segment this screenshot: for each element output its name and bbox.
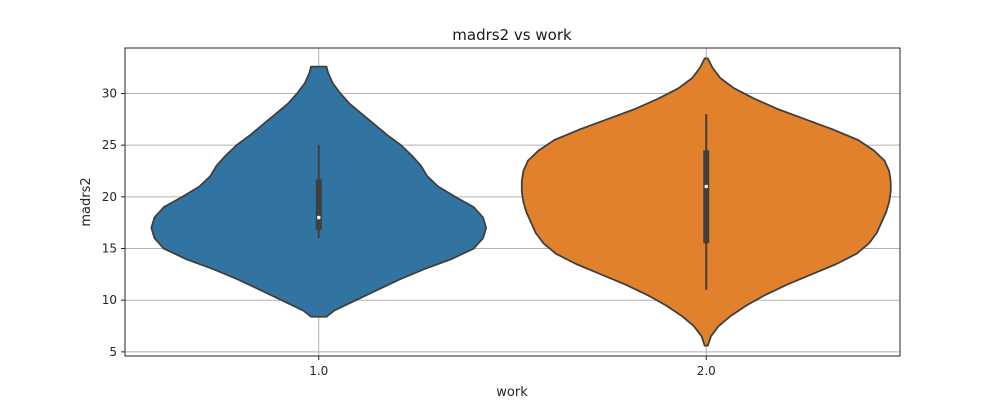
y-tick-label: 25 bbox=[102, 138, 117, 152]
violins bbox=[150, 57, 892, 347]
y-tick-label: 30 bbox=[102, 86, 117, 100]
y-tick-label: 5 bbox=[109, 345, 117, 359]
y-tick-label: 10 bbox=[102, 293, 117, 307]
violin-iqr-box bbox=[315, 179, 322, 230]
y-axis-label: madrs2 bbox=[79, 177, 94, 226]
y-tick-label: 20 bbox=[102, 190, 117, 204]
violin-median-marker bbox=[316, 215, 321, 220]
chart-title: madrs2 vs work bbox=[452, 26, 572, 44]
violin-median-marker bbox=[704, 184, 709, 189]
y-tick-label: 15 bbox=[102, 242, 117, 256]
x-tick-label: 1.0 bbox=[309, 364, 328, 378]
x-axis-label: work bbox=[496, 385, 528, 400]
violin-iqr-box bbox=[703, 150, 710, 244]
x-tick-label: 2.0 bbox=[697, 364, 716, 378]
plot-frame bbox=[124, 47, 901, 357]
axis-ticks: 5 10 15 20 25 30 1.0 2.0 bbox=[102, 86, 716, 378]
